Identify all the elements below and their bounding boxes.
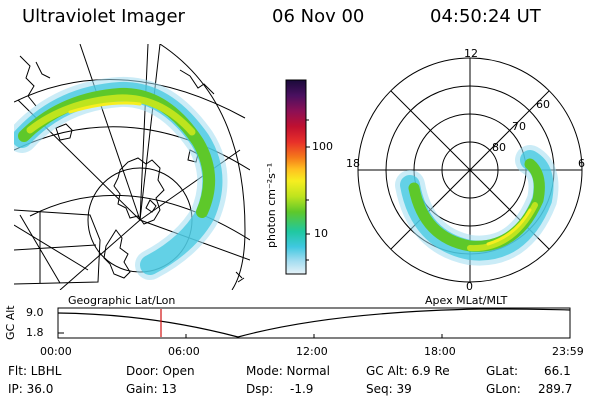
- altitude-ytick-low: 1.8: [26, 326, 44, 339]
- info-mode: Mode: Normal: [246, 364, 330, 378]
- lat-label-60: 60: [536, 98, 550, 111]
- time-label: 04:50:24 UT: [430, 6, 541, 27]
- altitude-plot: [57, 307, 571, 339]
- aurora-oval-magnetic: [395, 145, 559, 266]
- altitude-ytick-high: 9.0: [26, 306, 44, 319]
- xtick-1200: 12:00: [296, 345, 328, 358]
- colorbar: [285, 79, 307, 275]
- lat-label-80: 80: [492, 141, 506, 154]
- info-door: Door: Open: [126, 364, 195, 378]
- info-dsp-value: -1.9: [290, 382, 314, 396]
- mlt-label-6: 6: [578, 157, 585, 170]
- xtick-0000: 00:00: [40, 345, 72, 358]
- xtick-1800: 18:00: [424, 345, 456, 358]
- mlt-label-12: 12: [464, 47, 478, 60]
- geographic-caption: Geographic Lat/Lon: [68, 294, 176, 307]
- colorbar-tick-10: 10: [314, 227, 328, 240]
- info-glon-value: 289.7: [538, 382, 573, 396]
- info-ip: IP: 36.0: [8, 382, 54, 396]
- magnetic-caption: Apex MLat/MLT: [425, 294, 508, 307]
- app-title: Ultraviolet Imager: [22, 6, 185, 27]
- date-label: 06 Nov 00: [272, 6, 365, 27]
- info-gain: Gain: 13: [126, 382, 177, 396]
- info-glat-value: 66.1: [544, 364, 571, 378]
- lat-label-70: 70: [512, 120, 526, 133]
- xtick-0600: 06:00: [168, 345, 200, 358]
- colorbar-unit-label: photon cm⁻²s⁻¹: [265, 162, 278, 248]
- mlt-label-0: 0: [466, 280, 473, 293]
- info-seq: Seq: 39: [366, 382, 412, 396]
- xtick-2359: 23:59: [552, 345, 584, 358]
- colorbar-tick-100: 100: [312, 140, 333, 153]
- info-flt: Flt: LBHL: [8, 364, 62, 378]
- aurora-oval-geographic: [14, 76, 228, 280]
- info-glon-label: GLon:: [486, 382, 521, 396]
- info-dsp-label: Dsp:: [246, 382, 274, 396]
- info-gcalt: GC Alt: 6.9 Re: [366, 364, 450, 378]
- altitude-ylabel: GC Alt: [4, 305, 17, 340]
- mlt-label-18: 18: [346, 157, 360, 170]
- info-glat-label: GLat:: [486, 364, 519, 378]
